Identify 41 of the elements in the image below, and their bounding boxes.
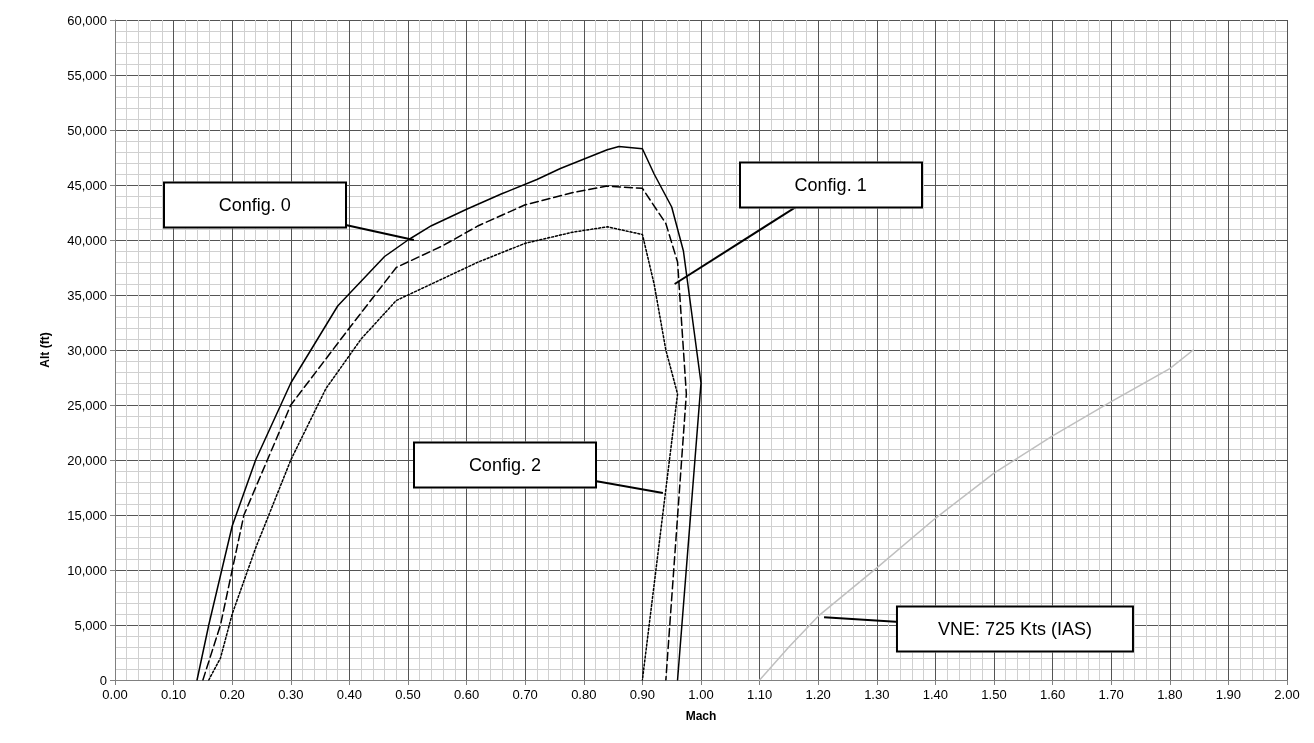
x-tick-label: 0.50 — [395, 687, 421, 702]
y-tick-label: 15,000 — [67, 507, 107, 523]
y-tick-label: 60,000 — [67, 12, 107, 28]
x-tick-label: 0.00 — [102, 687, 128, 702]
y-tick-label: 5,000 — [74, 617, 107, 633]
line-series — [758, 349, 1194, 681]
y-tick-label: 25,000 — [67, 397, 107, 413]
y-tick-label: 10,000 — [67, 562, 107, 578]
x-tick-label: 0.10 — [160, 687, 187, 702]
x-tick-label: 0.80 — [571, 687, 597, 702]
x-tick-label: 1.90 — [1215, 687, 1242, 702]
y-tick-label: 40,000 — [67, 232, 107, 248]
y-tick-label: 45,000 — [67, 177, 107, 193]
y-axis-title: Alt (ft) — [38, 332, 52, 368]
x-tick-label: 0.70 — [512, 687, 538, 702]
y-tick-label: 50,000 — [67, 122, 107, 138]
x-tick-label: 1.80 — [1157, 687, 1183, 702]
x-tick-label: 1.20 — [805, 687, 831, 702]
y-tick-label: 0 — [99, 672, 107, 688]
x-tick-label: 0.20 — [219, 687, 245, 702]
x-tick-label: 0.40 — [336, 687, 363, 702]
callout-box: Config. 0 — [162, 181, 347, 229]
x-tick-label: 1.60 — [1039, 687, 1066, 702]
x-tick-label: 1.70 — [1098, 687, 1124, 702]
x-tick-label: 1.30 — [864, 687, 890, 702]
x-tick-label: 1.50 — [981, 687, 1007, 702]
y-tick-label: 35,000 — [67, 287, 107, 303]
x-tick-label: 1.10 — [746, 687, 773, 702]
x-tick-label: 0.30 — [278, 687, 304, 702]
callout-box: Config. 1 — [738, 161, 923, 209]
x-axis-title: Mach — [685, 709, 717, 723]
x-tick-label: 1.40 — [922, 687, 949, 702]
callout-box: VNE: 725 Kts (IAS) — [896, 605, 1135, 653]
callout-box: Config. 2 — [412, 441, 597, 489]
y-tick-label: 30,000 — [67, 342, 107, 358]
x-tick-label: 2.00 — [1274, 687, 1300, 702]
x-tick-label: 0.90 — [629, 687, 656, 702]
y-tick-label: 20,000 — [67, 452, 107, 468]
y-tick-label: 55,000 — [67, 67, 107, 83]
x-tick-label: 0.60 — [453, 687, 480, 702]
x-tick-label: 1.00 — [688, 687, 714, 702]
